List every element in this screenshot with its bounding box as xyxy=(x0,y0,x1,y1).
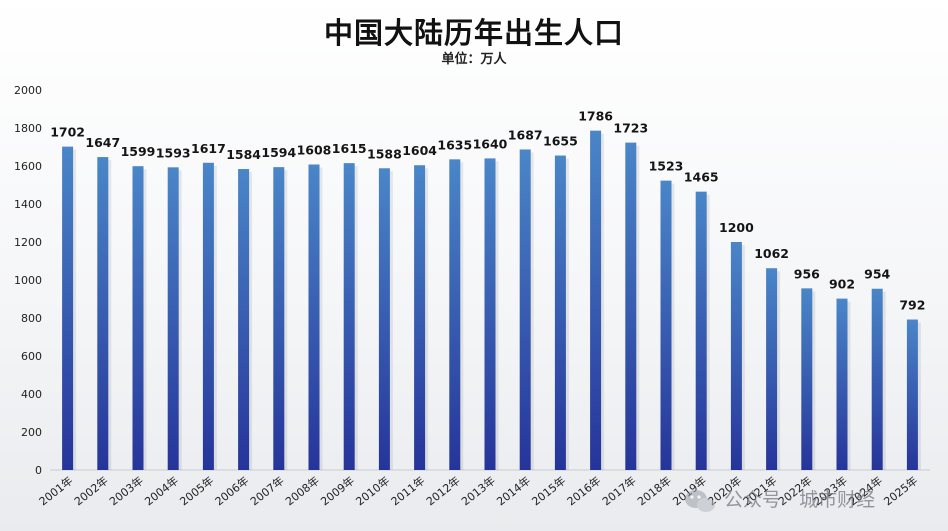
bar xyxy=(62,146,74,470)
x-tick-label: 2013年 xyxy=(458,473,497,508)
data-label: 1588 xyxy=(367,146,402,161)
data-label: 1608 xyxy=(297,142,332,157)
x-tick-label: 2006年 xyxy=(212,473,251,508)
bar xyxy=(625,142,637,470)
y-tick-label: 1600 xyxy=(14,160,42,173)
data-label: 1635 xyxy=(437,137,472,152)
bar xyxy=(484,158,496,470)
data-label: 1465 xyxy=(684,170,719,185)
data-label: 902 xyxy=(829,277,855,292)
data-label: 1062 xyxy=(754,246,789,261)
bar xyxy=(801,288,813,470)
data-label: 954 xyxy=(864,267,890,282)
bar xyxy=(238,169,250,471)
bar xyxy=(132,166,144,470)
x-tick-label: 2009年 xyxy=(318,473,357,508)
bar xyxy=(308,164,320,471)
bar xyxy=(273,167,285,470)
data-label: 1594 xyxy=(261,145,296,160)
bar xyxy=(695,191,707,470)
bar xyxy=(167,167,179,470)
y-tick-label: 200 xyxy=(21,426,42,439)
bar xyxy=(590,130,602,470)
x-tick-label: 2004年 xyxy=(142,473,181,508)
y-tick-label: 400 xyxy=(21,388,42,401)
y-tick-label: 1200 xyxy=(14,236,42,249)
y-tick-label: 1000 xyxy=(14,274,42,287)
bar xyxy=(906,319,918,470)
bar xyxy=(836,298,848,470)
bar xyxy=(766,268,778,470)
bar xyxy=(519,149,531,470)
data-label: 1723 xyxy=(613,121,648,136)
data-label: 1584 xyxy=(226,147,261,162)
bar xyxy=(414,165,426,471)
data-label: 1640 xyxy=(473,136,508,151)
x-tick-label: 2014年 xyxy=(494,473,533,508)
data-label: 1604 xyxy=(402,143,437,158)
y-tick-label: 2000 xyxy=(14,84,42,97)
x-tick-label: 2015年 xyxy=(529,473,568,508)
data-label: 1786 xyxy=(578,109,613,124)
x-tick-label: 2001年 xyxy=(36,473,75,508)
svg-text:公众号 · 城市财经: 公众号 · 城市财经 xyxy=(724,489,875,511)
x-tick-label: 2012年 xyxy=(423,473,462,508)
data-label: 1593 xyxy=(156,145,191,160)
wechat-logo-icon xyxy=(685,490,715,512)
y-tick-label: 600 xyxy=(21,350,42,363)
chart-subtitle: 单位：万人 xyxy=(441,52,507,67)
data-label: 1655 xyxy=(543,134,578,149)
data-label: 1615 xyxy=(332,141,367,156)
x-tick-label: 2016年 xyxy=(564,473,603,508)
data-label: 1523 xyxy=(649,159,684,174)
y-axis: 0 200 400 600 800 1000 1200 1400 1600 1800 2000 xyxy=(14,84,930,477)
chart-title: 中国大陆历年出生人口 xyxy=(323,16,624,50)
bar xyxy=(871,288,883,470)
x-tick-label: 2018年 xyxy=(634,473,673,508)
data-label: 1702 xyxy=(50,125,85,140)
data-label: 956 xyxy=(794,266,820,281)
data-label: 1200 xyxy=(719,220,754,235)
x-tick-label: 2011年 xyxy=(388,473,427,508)
bar xyxy=(378,168,390,470)
data-label: 1599 xyxy=(121,144,156,159)
bar xyxy=(554,155,566,471)
watermark-logo: 公众号 · 城市财经 xyxy=(685,489,875,512)
data-label: 792 xyxy=(899,298,925,313)
x-tick-label: 2007年 xyxy=(247,473,286,508)
x-tick-label: 2005年 xyxy=(177,473,216,508)
bar xyxy=(730,242,742,470)
bar xyxy=(343,163,355,470)
y-tick-label: 800 xyxy=(21,312,42,325)
y-tick-label: 1800 xyxy=(14,122,42,135)
x-tick-label: 2008年 xyxy=(282,473,321,508)
bar xyxy=(660,180,672,470)
data-label: 1617 xyxy=(191,141,226,156)
x-tick-label: 2002年 xyxy=(71,473,110,508)
data-label: 1647 xyxy=(85,135,120,150)
bar xyxy=(97,157,109,470)
x-tick-label: 2017年 xyxy=(599,473,638,508)
x-tick-label: 2010年 xyxy=(353,473,392,508)
bar xyxy=(202,162,214,470)
data-label: 1687 xyxy=(508,127,543,142)
x-tick-label: 2003年 xyxy=(106,473,145,508)
y-tick-label: 0 xyxy=(35,464,42,477)
y-tick-label: 1400 xyxy=(14,198,42,211)
bar xyxy=(449,159,461,470)
